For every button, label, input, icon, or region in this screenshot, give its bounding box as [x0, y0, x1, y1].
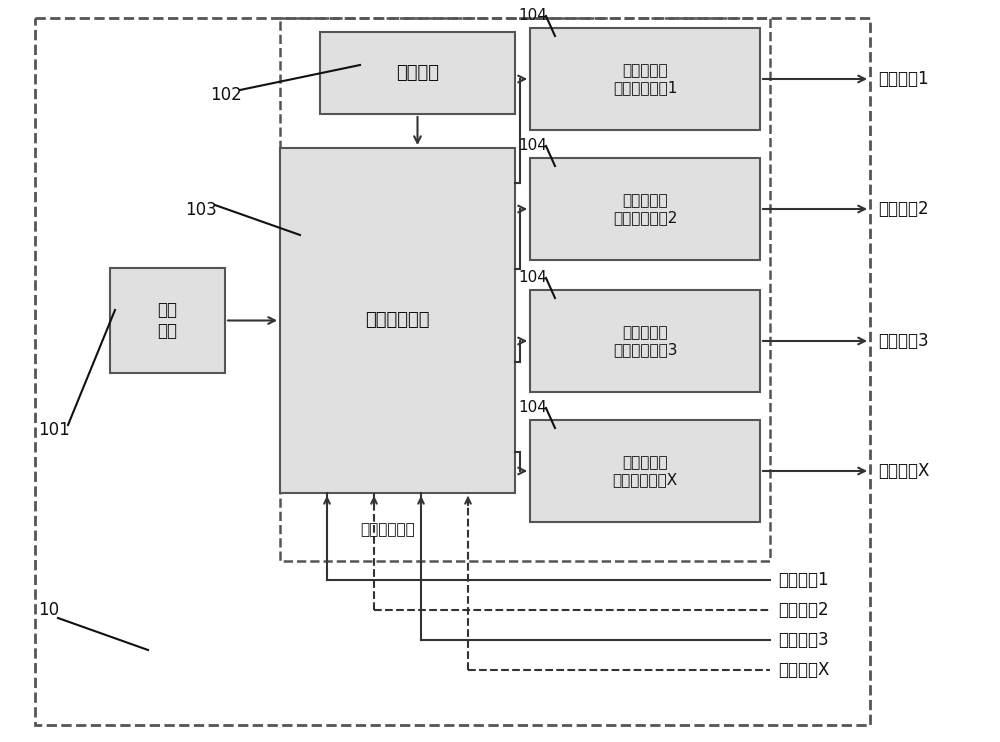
Text: 数据校验3: 数据校验3 — [778, 631, 829, 649]
Text: 104: 104 — [518, 271, 547, 286]
Text: 传统防碍穂
命令发送模兤2: 传统防碍穂 命令发送模兤2 — [613, 193, 677, 226]
Text: 数据校验1: 数据校验1 — [778, 571, 829, 589]
Text: 101: 101 — [38, 421, 70, 439]
Text: 数据发送1: 数据发送1 — [878, 70, 929, 88]
Text: 碍穂处理单元: 碍穂处理单元 — [360, 522, 415, 537]
Bar — [530, 290, 760, 392]
Text: 数据发送3: 数据发送3 — [878, 332, 929, 350]
Text: 104: 104 — [518, 8, 547, 24]
Text: 分组轮询模块: 分组轮询模块 — [365, 312, 430, 329]
Text: 102: 102 — [210, 86, 242, 104]
Text: 数据发送2: 数据发送2 — [878, 200, 929, 218]
Text: 104: 104 — [518, 139, 547, 154]
Bar — [530, 158, 760, 260]
Bar — [110, 268, 225, 373]
Bar — [320, 32, 515, 114]
Text: 配置
模块: 配置 模块 — [158, 301, 178, 340]
Bar — [35, 18, 870, 725]
Text: 数据校验X: 数据校验X — [778, 661, 829, 679]
Text: 数据校验2: 数据校验2 — [778, 601, 829, 619]
Text: 传统防碍穂
命令发送模兤3: 传统防碍穂 命令发送模兤3 — [613, 325, 677, 357]
Text: 传统防碍穂
命令发送模兤X: 传统防碍穂 命令发送模兤X — [612, 455, 678, 487]
Text: 103: 103 — [185, 201, 217, 219]
Text: 10: 10 — [38, 601, 59, 619]
Bar — [530, 28, 760, 130]
Bar — [280, 18, 770, 561]
Text: 计时模块: 计时模块 — [396, 64, 439, 82]
Bar — [530, 420, 760, 522]
Text: 传统防碍穂
命令发送模兤1: 传统防碍穂 命令发送模兤1 — [613, 63, 677, 95]
Text: 104: 104 — [518, 401, 547, 416]
Bar — [280, 148, 515, 493]
Text: 数据发送X: 数据发送X — [878, 462, 929, 480]
